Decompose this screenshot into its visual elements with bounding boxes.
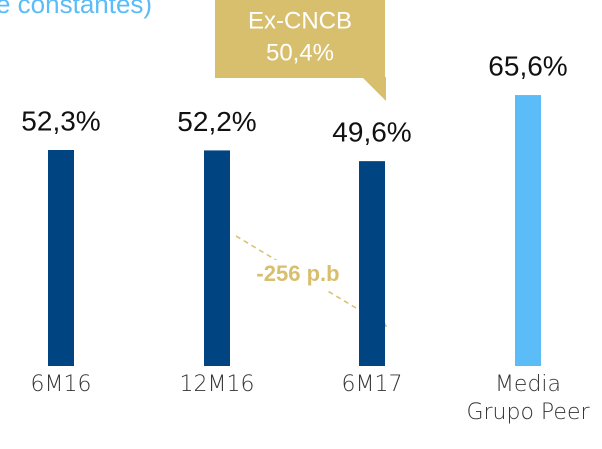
callout-pointer bbox=[362, 77, 386, 101]
value-label: 65,6% bbox=[488, 50, 567, 81]
callout-box bbox=[215, 0, 385, 78]
bar bbox=[515, 95, 541, 367]
x-tick-label: 12M16 bbox=[179, 372, 255, 397]
bar bbox=[359, 161, 385, 366]
bar bbox=[48, 150, 74, 366]
annotation: -256 p.b bbox=[256, 261, 339, 286]
callout-title: Ex-CNCB bbox=[248, 7, 352, 34]
callout-text: 50,4% bbox=[266, 39, 334, 66]
subtitle: e constantes) bbox=[0, 0, 152, 19]
callout: Ex-CNCB 50,4% bbox=[215, 0, 386, 101]
bar bbox=[204, 150, 230, 366]
x-tick-label: 6M16 bbox=[30, 372, 92, 397]
value-label: 49,6% bbox=[332, 117, 411, 148]
x-tick-label: 6M17 bbox=[341, 372, 403, 397]
value-label: 52,3% bbox=[21, 105, 100, 136]
annotation-bg bbox=[242, 260, 352, 290]
value-label: 52,2% bbox=[177, 106, 256, 137]
x-tick-label: Media Grupo Peer bbox=[466, 372, 590, 425]
